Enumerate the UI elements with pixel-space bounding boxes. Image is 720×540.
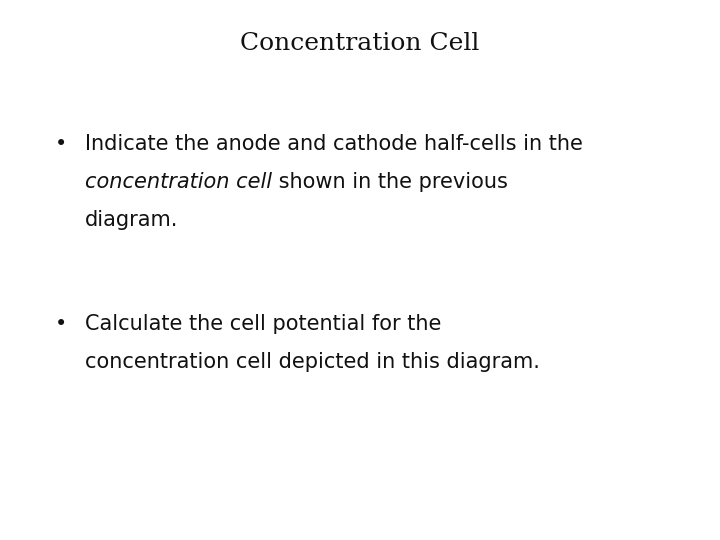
Text: Concentration Cell: Concentration Cell [240, 32, 480, 55]
Text: shown in the previous: shown in the previous [272, 172, 508, 192]
Text: diagram.: diagram. [85, 210, 179, 230]
Text: concentration cell: concentration cell [85, 172, 272, 192]
Text: concentration cell depicted in this diagram.: concentration cell depicted in this diag… [85, 352, 540, 372]
Text: Indicate the anode and cathode half-cells in the: Indicate the anode and cathode half-cell… [85, 134, 583, 154]
Text: •: • [55, 314, 67, 334]
Text: •: • [55, 134, 67, 154]
Text: Calculate the cell potential for the: Calculate the cell potential for the [85, 314, 441, 334]
